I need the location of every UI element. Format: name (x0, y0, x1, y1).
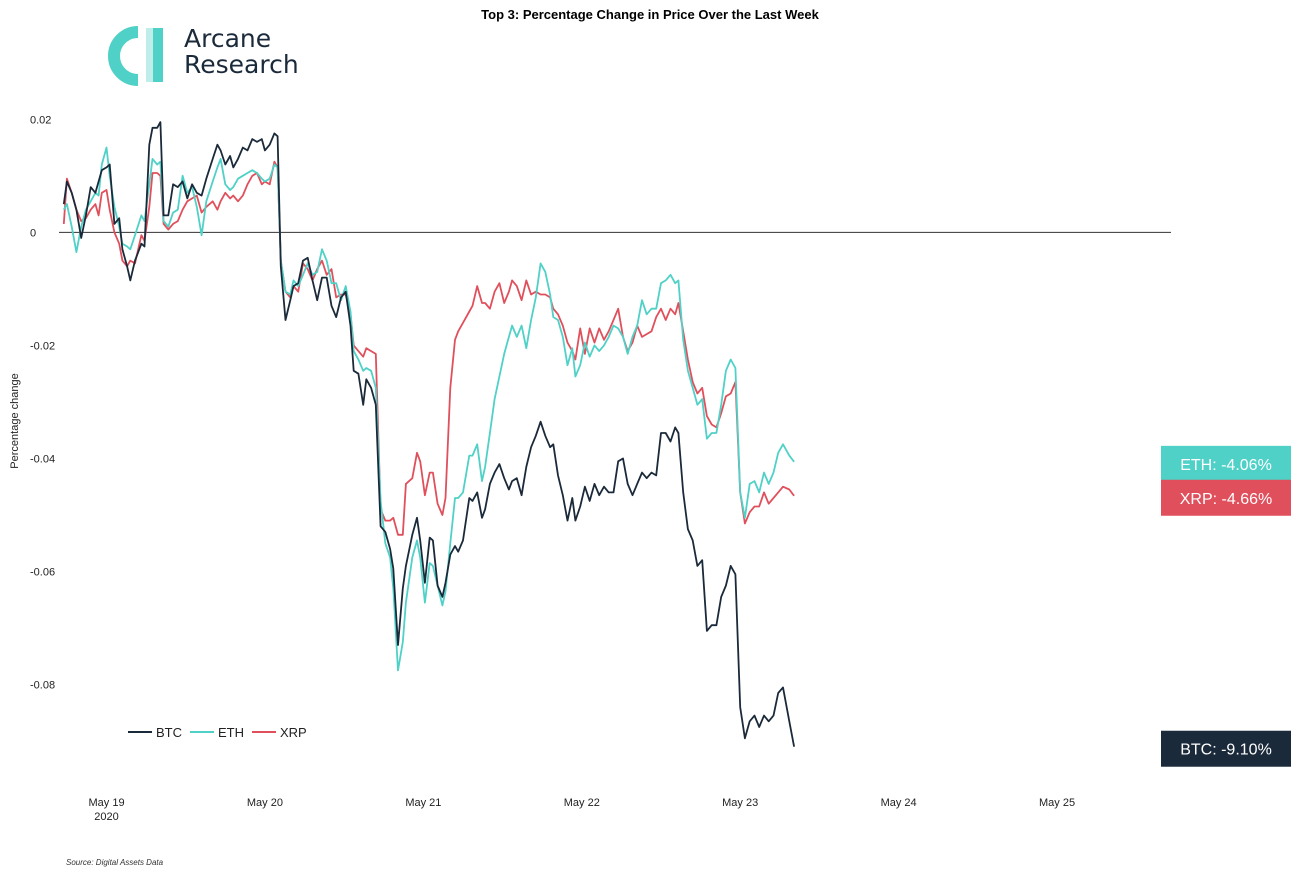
x-tick-label: May 25 (1039, 797, 1075, 809)
y-axis-label: Percentage change (9, 373, 21, 468)
x-tick-year: 2020 (94, 811, 118, 823)
end-label-text: BTC: -9.10% (1180, 742, 1272, 759)
x-ticks: May 19 May 20 May 21 May 22 May 23 May 24 May … (88, 797, 1075, 823)
end-label-eth: ETH: -4.06% (1161, 445, 1291, 482)
y-tick-label: -0.04 (30, 453, 55, 465)
x-tick-label: May 19 (88, 797, 124, 809)
logo-text: Arcane Research (184, 26, 299, 78)
end-label-btc: BTC: -9.10% (1161, 730, 1291, 767)
legend-label-eth: ETH (218, 725, 244, 740)
legend: BTC ETH XRP (128, 725, 307, 740)
end-label-box (1161, 479, 1291, 516)
y-ticks: 0.02 0 -0.02 -0.04 -0.06 -0.08 (30, 114, 55, 691)
source-note: Source: Digital Assets Data (66, 858, 164, 867)
end-labels: BTC: -9.10% ETH: -4.06% XRP: -4.66% (1161, 445, 1291, 767)
x-tick-label: May 24 (881, 797, 917, 809)
end-label-xrp: XRP: -4.66% (1161, 479, 1291, 516)
end-label-box (1161, 445, 1291, 482)
series-line-xrp (62, 160, 795, 536)
y-tick-label: -0.02 (30, 340, 55, 352)
end-label-box (1161, 730, 1291, 767)
logo-line-1: Arcane (184, 24, 272, 53)
y-tick-label: 0 (30, 227, 36, 239)
x-tick-label: May 21 (405, 797, 441, 809)
y-tick-label: -0.06 (30, 567, 55, 579)
x-tick-label: May 22 (564, 797, 600, 809)
logo-mark-icon (108, 26, 163, 86)
x-tick-label: May 20 (247, 797, 283, 809)
series-lines (62, 121, 795, 747)
chart-title: Top 3: Percentage Change in Price Over t… (481, 7, 819, 22)
arcane-research-logo: Arcane Research (108, 26, 308, 86)
series-line-eth (63, 146, 795, 672)
y-tick-label: 0.02 (30, 114, 51, 126)
legend-label-xrp: XRP (280, 725, 307, 740)
y-tick-label: -0.08 (30, 680, 55, 692)
legend-label-btc: BTC (156, 725, 182, 740)
series-line-btc (62, 121, 795, 747)
x-tick-label: May 23 (722, 797, 758, 809)
end-label-text: ETH: -4.06% (1180, 457, 1272, 474)
end-label-text: XRP: -4.66% (1180, 491, 1272, 508)
logo-line-2: Research (184, 50, 299, 79)
